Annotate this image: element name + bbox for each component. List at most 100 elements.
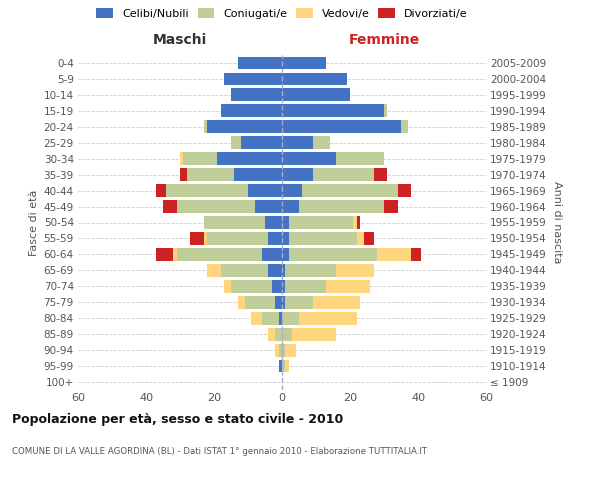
Bar bbox=[299, 200, 384, 213]
Bar bbox=[313, 296, 360, 308]
Bar bbox=[282, 72, 347, 86]
Bar bbox=[282, 88, 350, 102]
Bar bbox=[337, 152, 384, 165]
Bar bbox=[364, 232, 374, 245]
Bar bbox=[180, 168, 187, 181]
Bar bbox=[231, 88, 282, 102]
Bar bbox=[278, 360, 282, 372]
Bar bbox=[282, 280, 286, 292]
Bar bbox=[184, 152, 217, 165]
Bar bbox=[282, 184, 302, 197]
Bar bbox=[204, 120, 207, 133]
Bar bbox=[262, 312, 278, 324]
Legend: Celibi/Nubili, Coniugati/e, Vedovi/e, Divorziati/e: Celibi/Nubili, Coniugati/e, Vedovi/e, Di… bbox=[97, 8, 467, 19]
Bar bbox=[248, 184, 282, 197]
Bar bbox=[241, 136, 282, 149]
Bar bbox=[221, 264, 268, 276]
Bar bbox=[289, 232, 357, 245]
Bar bbox=[255, 200, 282, 213]
Bar bbox=[190, 232, 204, 245]
Bar bbox=[272, 280, 282, 292]
Bar bbox=[268, 232, 282, 245]
Bar bbox=[231, 136, 241, 149]
Bar bbox=[282, 56, 326, 70]
Bar bbox=[268, 328, 275, 340]
Text: Femmine: Femmine bbox=[349, 32, 419, 46]
Bar bbox=[224, 72, 282, 86]
Bar bbox=[282, 264, 286, 276]
Bar bbox=[238, 56, 282, 70]
Bar bbox=[289, 216, 353, 229]
Bar bbox=[278, 312, 282, 324]
Bar bbox=[173, 248, 176, 261]
Bar bbox=[299, 312, 357, 324]
Bar bbox=[251, 312, 262, 324]
Bar bbox=[357, 216, 360, 229]
Bar bbox=[398, 184, 411, 197]
Bar bbox=[384, 200, 398, 213]
Bar bbox=[217, 152, 282, 165]
Bar bbox=[282, 136, 313, 149]
Bar bbox=[286, 280, 326, 292]
Bar bbox=[176, 200, 255, 213]
Bar bbox=[282, 248, 289, 261]
Bar bbox=[401, 120, 408, 133]
Bar bbox=[207, 120, 282, 133]
Bar bbox=[245, 296, 275, 308]
Bar bbox=[302, 184, 398, 197]
Text: Maschi: Maschi bbox=[153, 32, 207, 46]
Bar bbox=[180, 152, 184, 165]
Bar bbox=[337, 264, 374, 276]
Bar bbox=[204, 216, 265, 229]
Bar bbox=[374, 168, 388, 181]
Bar bbox=[282, 344, 286, 356]
Bar bbox=[286, 296, 313, 308]
Bar bbox=[326, 280, 370, 292]
Bar bbox=[221, 104, 282, 117]
Bar bbox=[238, 296, 245, 308]
Bar bbox=[268, 264, 282, 276]
Bar bbox=[286, 360, 289, 372]
Bar bbox=[224, 280, 231, 292]
Bar bbox=[156, 248, 173, 261]
Bar bbox=[313, 136, 329, 149]
Text: Popolazione per età, sesso e stato civile - 2010: Popolazione per età, sesso e stato civil… bbox=[12, 412, 343, 426]
Bar bbox=[292, 328, 337, 340]
Bar bbox=[166, 184, 248, 197]
Bar bbox=[282, 168, 313, 181]
Bar bbox=[286, 344, 296, 356]
Bar bbox=[176, 248, 262, 261]
Y-axis label: Anni di nascita: Anni di nascita bbox=[553, 181, 562, 264]
Text: COMUNE DI LA VALLE AGORDINA (BL) - Dati ISTAT 1° gennaio 2010 - Elaborazione TUT: COMUNE DI LA VALLE AGORDINA (BL) - Dati … bbox=[12, 448, 427, 456]
Bar bbox=[353, 216, 357, 229]
Bar bbox=[235, 168, 282, 181]
Bar bbox=[282, 232, 289, 245]
Bar bbox=[187, 168, 235, 181]
Bar bbox=[282, 120, 401, 133]
Bar bbox=[282, 216, 289, 229]
Bar bbox=[286, 264, 337, 276]
Bar bbox=[207, 264, 221, 276]
Bar bbox=[265, 216, 282, 229]
Bar bbox=[156, 184, 166, 197]
Bar bbox=[384, 104, 388, 117]
Bar bbox=[289, 248, 377, 261]
Bar bbox=[282, 296, 286, 308]
Bar bbox=[278, 344, 282, 356]
Bar bbox=[282, 104, 384, 117]
Bar bbox=[275, 328, 282, 340]
Bar bbox=[262, 248, 282, 261]
Bar bbox=[377, 248, 411, 261]
Bar bbox=[207, 232, 268, 245]
Bar bbox=[411, 248, 421, 261]
Y-axis label: Fasce di età: Fasce di età bbox=[29, 190, 40, 256]
Bar bbox=[313, 168, 374, 181]
Bar bbox=[275, 344, 278, 356]
Bar bbox=[282, 200, 299, 213]
Bar bbox=[282, 152, 337, 165]
Bar bbox=[357, 232, 364, 245]
Bar bbox=[275, 296, 282, 308]
Bar bbox=[282, 328, 292, 340]
Bar bbox=[231, 280, 272, 292]
Bar bbox=[282, 360, 286, 372]
